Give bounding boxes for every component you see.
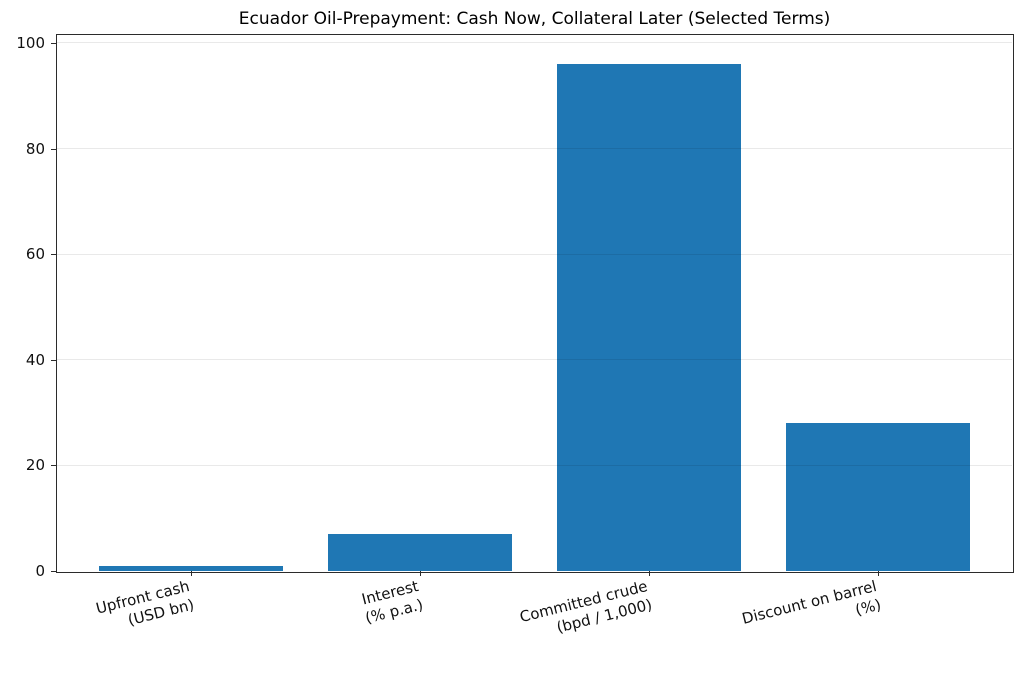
x-tick-label: Interest (% p.a.) xyxy=(359,577,425,627)
y-tick-label: 20 xyxy=(25,456,45,475)
chart-title: Ecuador Oil-Prepayment: Cash Now, Collat… xyxy=(238,9,831,29)
y-tick-label: 100 xyxy=(16,33,45,52)
x-tick-label: Discount on barrel (%) xyxy=(740,577,883,628)
gridline xyxy=(57,42,1012,44)
x-tick-mark xyxy=(420,571,422,576)
y-tick-label: 80 xyxy=(25,139,45,158)
plot-area xyxy=(57,35,1012,571)
y-tick-mark xyxy=(51,254,57,256)
bar xyxy=(99,565,283,571)
gridline xyxy=(57,359,1012,361)
y-tick-label: 0 xyxy=(35,562,45,580)
x-tick-mark xyxy=(648,571,650,576)
bar xyxy=(328,534,512,571)
y-tick-mark xyxy=(51,571,57,572)
y-tick-mark xyxy=(51,42,57,44)
gridline xyxy=(57,148,1012,150)
x-tick-mark xyxy=(191,571,193,576)
x-tick-label: Upfront cash (USD bn) xyxy=(94,577,196,630)
y-tick-label: 40 xyxy=(25,350,45,369)
x-tick-mark xyxy=(877,571,879,576)
y-tick-mark xyxy=(51,148,57,150)
y-tick-mark xyxy=(51,359,57,361)
bar xyxy=(786,423,970,571)
y-tick-mark xyxy=(51,465,57,467)
y-tick-label: 60 xyxy=(25,245,45,264)
gridline xyxy=(57,464,1012,466)
x-tick-label: Committed crude (bpd / 1,000) xyxy=(517,577,654,637)
gridline xyxy=(57,253,1012,255)
bar xyxy=(557,64,741,571)
